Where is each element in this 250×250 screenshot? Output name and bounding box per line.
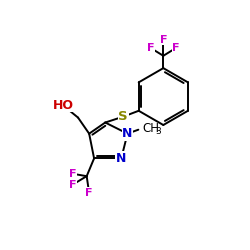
Text: F: F (86, 188, 93, 198)
Text: CH: CH (143, 122, 160, 135)
Text: F: F (68, 180, 76, 190)
Text: N: N (122, 127, 133, 140)
Text: F: F (172, 43, 180, 53)
Text: N: N (116, 152, 126, 165)
Text: HO: HO (53, 99, 74, 112)
Text: 3: 3 (155, 128, 161, 136)
Text: F: F (68, 169, 76, 179)
Text: S: S (118, 110, 128, 123)
Text: F: F (147, 43, 154, 53)
Text: F: F (160, 35, 167, 45)
